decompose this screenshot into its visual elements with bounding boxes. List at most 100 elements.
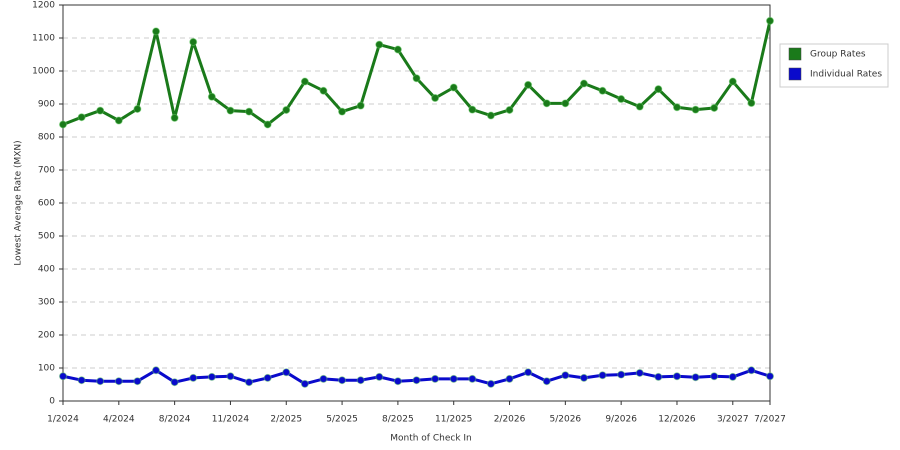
data-point <box>189 373 198 382</box>
data-point <box>524 368 533 377</box>
data-point <box>226 372 235 381</box>
data-point <box>282 105 291 114</box>
y-tick-label: 800 <box>38 133 55 143</box>
data-point <box>282 368 291 377</box>
data-point <box>691 373 700 382</box>
data-point <box>77 113 86 122</box>
data-point <box>319 374 328 383</box>
y-tick-label: 100 <box>38 364 55 374</box>
data-point <box>189 37 198 46</box>
data-point <box>152 366 161 375</box>
data-point <box>245 378 254 387</box>
data-point <box>598 371 607 380</box>
data-point <box>133 377 142 386</box>
data-point <box>263 120 272 129</box>
data-point <box>431 94 440 103</box>
y-tick-label: 1200 <box>32 1 55 11</box>
data-point <box>59 372 67 381</box>
data-point <box>635 102 644 111</box>
data-point <box>747 366 756 375</box>
data-point <box>468 374 477 383</box>
data-point <box>449 83 458 92</box>
data-point <box>579 373 588 382</box>
data-point <box>766 16 774 25</box>
data-point <box>356 101 365 110</box>
data-point <box>766 372 774 381</box>
data-point <box>728 77 737 86</box>
y-tick-label: 900 <box>38 100 55 110</box>
y-tick-label: 400 <box>38 265 55 275</box>
data-point <box>170 113 179 122</box>
data-point <box>375 372 384 381</box>
x-tick-label: 3/2027 <box>717 415 749 425</box>
data-point <box>338 376 347 385</box>
data-point <box>710 103 719 112</box>
data-point <box>542 377 551 386</box>
x-tick-label: 11/2024 <box>212 415 250 425</box>
data-point <box>431 374 440 383</box>
data-point <box>226 106 235 115</box>
x-tick-label: 7/2027 <box>754 415 786 425</box>
y-tick-label: 700 <box>38 166 55 176</box>
data-point <box>245 107 254 116</box>
x-tick-label: 8/2024 <box>159 415 191 425</box>
x-tick-label: 4/2024 <box>103 415 135 425</box>
data-point <box>152 27 161 36</box>
y-tick-label: 200 <box>38 331 55 341</box>
data-point <box>561 99 570 108</box>
x-tick-label: 12/2026 <box>658 415 696 425</box>
data-point <box>617 95 626 104</box>
data-point <box>672 103 681 112</box>
data-point <box>412 74 421 83</box>
data-point <box>691 105 700 114</box>
y-tick-label: 0 <box>49 397 55 407</box>
data-point <box>710 372 719 381</box>
x-tick-label: 5/2026 <box>550 415 582 425</box>
data-point <box>393 45 402 54</box>
data-point <box>635 368 644 377</box>
data-point <box>505 105 514 114</box>
data-point <box>77 376 86 385</box>
data-point <box>468 105 477 114</box>
data-point <box>263 373 272 382</box>
data-point <box>654 372 663 381</box>
x-axis-label: Month of Check In <box>390 434 472 444</box>
data-point <box>728 372 737 381</box>
y-tick-label: 1100 <box>32 34 55 44</box>
x-tick-label: 2/2026 <box>494 415 526 425</box>
data-point <box>561 371 570 380</box>
plot-frame <box>62 4 771 402</box>
legend-label: Individual Rates <box>810 70 882 80</box>
data-point <box>59 120 67 129</box>
data-point <box>449 374 458 383</box>
x-tick-label: 11/2025 <box>435 415 472 425</box>
x-tick-label: 1/2024 <box>47 415 79 425</box>
x-tick-label: 8/2025 <box>382 415 414 425</box>
y-tick-label: 600 <box>38 199 55 209</box>
data-point <box>375 40 384 49</box>
data-point <box>505 374 514 383</box>
data-point <box>579 79 588 88</box>
data-point <box>598 86 607 95</box>
data-point <box>542 99 551 108</box>
data-point <box>300 77 309 86</box>
data-point <box>412 376 421 385</box>
data-point <box>486 111 495 120</box>
data-point <box>96 377 105 386</box>
y-tick-label: 300 <box>38 298 55 308</box>
x-tick-label: 2/2025 <box>270 415 302 425</box>
legend-swatch <box>788 67 802 81</box>
x-tick-label: 9/2026 <box>605 415 637 425</box>
data-point <box>672 372 681 381</box>
data-point <box>393 377 402 386</box>
data-point <box>747 99 756 108</box>
data-point <box>300 379 309 388</box>
data-point <box>114 377 123 386</box>
data-point <box>524 80 533 89</box>
legend-label: Group Rates <box>810 50 866 60</box>
data-point <box>96 106 105 115</box>
data-point <box>486 379 495 388</box>
y-tick-label: 1000 <box>32 67 55 77</box>
data-point <box>170 378 179 387</box>
